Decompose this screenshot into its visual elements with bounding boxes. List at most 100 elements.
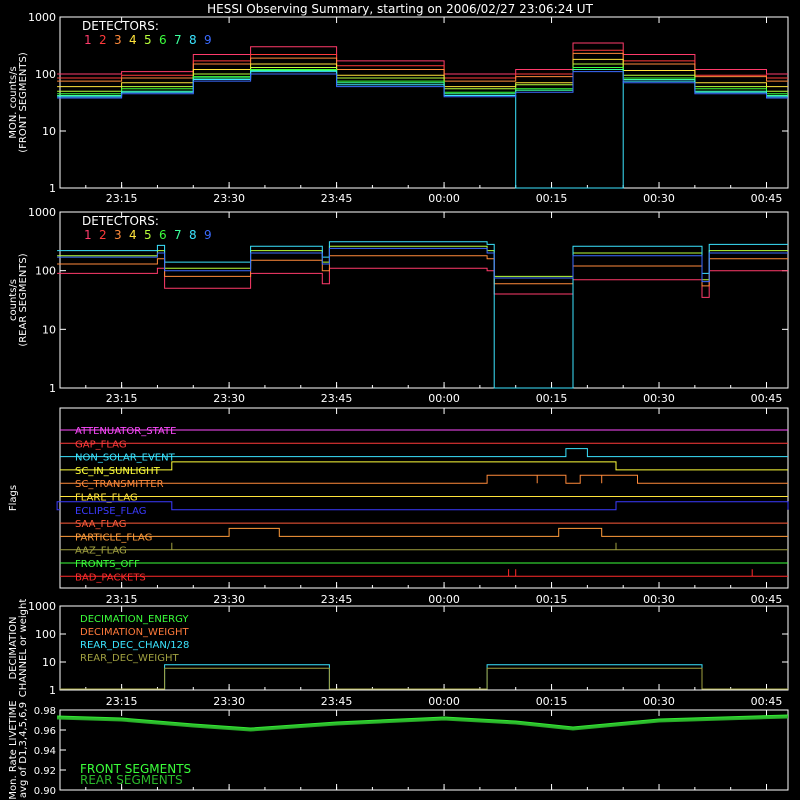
flag-label-gap_flag: GAP_FLAG	[75, 439, 127, 450]
panel-0-xtick-label: 00:45	[751, 192, 783, 205]
panel-1-ylabel: counts/s	[8, 279, 19, 321]
panel-1-xtick-label: 00:45	[751, 392, 783, 405]
livetime-ytick-label: 0.94	[34, 746, 56, 757]
panel-3-xtick-label: 00:15	[536, 695, 568, 708]
panel-0-legend-1: 1	[84, 33, 92, 47]
flag-label-attenuator_state: ATTENUATOR_STATE	[75, 426, 176, 437]
flag-label-non_solar_event: NON_SOLAR_EVENT	[75, 453, 176, 464]
flag-label-aaz_flag: AAZ_FLAG	[75, 546, 127, 557]
panel-1-legend-2: 2	[99, 228, 107, 242]
livetime-ytick-label: 0.90	[34, 786, 56, 797]
panel-3-ytick-label: 1	[49, 684, 56, 697]
panel-1-legend-8: 8	[189, 228, 197, 242]
livetime-legend-1: REAR SEGMENTS	[80, 773, 183, 787]
panel-2-ylabel: Flags	[8, 485, 19, 511]
flag-line-aaz_flag	[60, 542, 788, 551]
panel-1-legend-3: 3	[114, 228, 122, 242]
panel-1-legend-1: 1	[84, 228, 92, 242]
flag-line-particle_flag	[60, 527, 788, 537]
panel-1-legend-title: DETECTORS:	[82, 214, 159, 228]
panel-2-xtick-label: 00:30	[643, 593, 675, 606]
panel-1-xtick-label: 00:30	[643, 392, 675, 405]
panel-0-legend-4: 4	[129, 33, 137, 47]
panel-0-ytick-label: 10	[42, 125, 56, 138]
panel-0-frame	[59, 16, 789, 189]
panel-3-xtick-label: 23:45	[321, 695, 353, 708]
panel-0-ylabel: (FRONT SEGMENTS)	[18, 52, 29, 153]
panel-3-ylabel: DECIMATION	[8, 616, 19, 679]
flag-label-saa_flag: SAA_FLAG	[75, 519, 126, 530]
panel-4-ylabel: avg of D1,3,4,5,6,9	[18, 702, 29, 798]
livetime-ytick-label: 0.96	[34, 726, 56, 737]
panel-1-frame	[59, 211, 789, 389]
panel-0-ytick-label: 100	[35, 68, 56, 81]
panel-1-ytick-label: 1000	[28, 206, 56, 219]
panel-1-legend-5: 5	[144, 228, 152, 242]
panel-0-legend-3: 3	[114, 33, 122, 47]
panel-2-xtick-label: 23:30	[213, 593, 245, 606]
panel-0-xtick-label: 23:45	[321, 192, 353, 205]
panel-3-xtick-label: 00:00	[428, 695, 460, 708]
panel-2-xtick-label: 00:45	[751, 593, 783, 606]
panel-0-xtick-label: 00:15	[536, 192, 568, 205]
panel-1-legend-4: 4	[129, 228, 137, 242]
livetime-legend-0: FRONT SEGMENTS	[80, 762, 191, 776]
panel-0-legend-7: 7	[174, 33, 182, 47]
panel-4-ylabel: Mon. Rate LIVETIME	[8, 700, 19, 799]
panel-1-legend-7: 7	[174, 228, 182, 242]
panel-0-xtick-label: 00:00	[428, 192, 460, 205]
flag-label-fronts_off: FRONTS_OFF	[75, 559, 140, 570]
dec-legend-0: DECIMATION_ENERGY	[80, 614, 189, 625]
panel-1-series-1	[57, 267, 788, 298]
panel-0-xtick-label: 00:30	[643, 192, 675, 205]
panel-0-xtick-label: 23:30	[213, 192, 245, 205]
livetime-ytick-label: 0.92	[34, 766, 56, 777]
panel-0-legend-9: 9	[204, 33, 212, 47]
panel-1-xtick-label: 23:15	[106, 392, 138, 405]
panel-0-series-9	[57, 71, 788, 99]
flag-label-bad_packets: BAD_PACKETS	[75, 572, 146, 583]
panel-1-ytick-label: 100	[35, 265, 56, 278]
livetime-series-1	[57, 715, 789, 732]
panel-2-xtick-label: 23:45	[321, 593, 353, 606]
panel-3-ytick-label: 10	[42, 656, 56, 669]
panel-1-xtick-label: 00:00	[428, 392, 460, 405]
panel-3-ylabel: CHANNEL or weight	[18, 599, 29, 698]
panel-0-legend-6: 6	[159, 33, 167, 47]
flag-label-flare_flag: FLARE_FLAG	[75, 493, 138, 504]
dec-series-3	[60, 667, 788, 690]
panel-0-legend-title: DETECTORS:	[82, 19, 159, 33]
panel-1-xtick-label: 23:45	[321, 392, 353, 405]
panel-1-ytick-label: 10	[42, 323, 56, 336]
panel-1-series-9	[57, 247, 788, 283]
panel-0-ytick-label: 1000	[28, 11, 56, 24]
panel-0-legend-5: 5	[144, 33, 152, 47]
panel-3-frame	[59, 605, 789, 691]
livetime-ytick-label: 0.98	[34, 706, 56, 717]
flag-label-eclipse_flag: ECLIPSE_FLAG	[75, 506, 146, 517]
panel-3-xtick-label: 00:30	[643, 695, 675, 708]
panel-2-xtick-label: 00:00	[428, 593, 460, 606]
panel-2-xtick-label: 23:15	[106, 593, 138, 606]
panel-0-xtick-label: 23:15	[106, 192, 138, 205]
dec-legend-1: DECIMATION_WEIGHT	[80, 627, 189, 638]
panel-1-ytick-label: 1	[49, 382, 56, 395]
panel-3-xtick-label: 23:30	[213, 695, 245, 708]
flag-line-eclipse_flag	[56, 501, 789, 511]
panel-1-xtick-label: 00:15	[536, 392, 568, 405]
panel-1-legend-9: 9	[204, 228, 212, 242]
panel-1-xtick-label: 23:30	[213, 392, 245, 405]
panel-0-legend-8: 8	[189, 33, 197, 47]
flag-label-sc_in_sunlight: SC_IN_SUNLIGHT	[75, 466, 161, 477]
panel-3-ytick-label: 1000	[28, 600, 56, 613]
panels: 1 10 100 1000 MON. counts/s (FRONT SEGMENTS) 2…	[8, 11, 789, 800]
panel-0-ylabel: MON. counts/s	[8, 66, 19, 138]
figure-title: HESSI Observing Summary, starting on 200…	[207, 2, 593, 16]
panel-1-legend-6: 6	[159, 228, 167, 242]
dec-legend-2: REAR_DEC_CHAN/128	[80, 640, 189, 651]
panel-1-ylabel: (REAR SEGMENTS)	[18, 253, 29, 346]
panel-0-legend-2: 2	[99, 33, 107, 47]
panel-3-ytick-label: 100	[35, 628, 56, 641]
panel-0-ytick-label: 1	[49, 182, 56, 195]
